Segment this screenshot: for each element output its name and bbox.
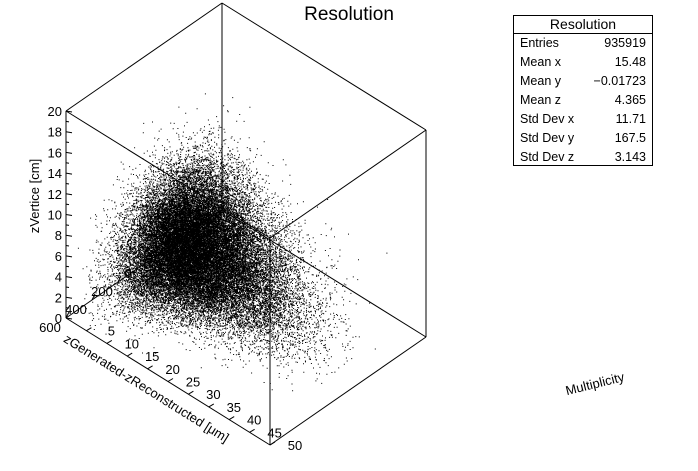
z-minor-tick [65, 307, 70, 309]
y-tick [117, 275, 122, 283]
y-tick [169, 239, 174, 247]
z-tick-label: 18 [48, 125, 62, 140]
y-tick-label: 600 [195, 212, 217, 227]
chart-title: Resolution [304, 4, 394, 25]
x-tick [188, 390, 194, 395]
z-minor-tick [65, 245, 70, 247]
z-minor-tick [65, 182, 70, 185]
z-tick [65, 131, 73, 134]
z-tick-label: 2 [55, 290, 62, 305]
z-tick [65, 151, 73, 154]
box-edge-top-left [65, 2, 223, 112]
box-edge-top-front [65, 110, 271, 239]
y-tick-label: 200 [91, 284, 113, 299]
x-tick-label: 30 [206, 387, 220, 402]
y-tick [143, 257, 148, 265]
stats-row-stddev-y: Std Dev y 167.5 [520, 131, 646, 145]
box-edge-top-right [269, 129, 427, 239]
x-tick [147, 365, 153, 370]
z-tick-label: 0 [55, 311, 62, 326]
z-minor-tick [65, 120, 70, 123]
box-edge-top-back [221, 2, 427, 131]
box-edge-back-bottom [221, 209, 427, 338]
stats-row-stddev-x: Std Dev x 11.71 [520, 112, 646, 126]
z-axis-label: zVertice [cm] [27, 159, 42, 233]
z-minor-tick [65, 265, 70, 268]
z-tick-label: 6 [55, 249, 62, 264]
y-tick [91, 293, 96, 301]
y-tick-label: 400 [65, 302, 87, 317]
frame-box [65, 2, 427, 446]
z-tick [65, 172, 73, 175]
x-axis-label: Multiplicity [564, 369, 626, 398]
y-tick [221, 203, 226, 211]
x-tick [167, 378, 174, 382]
x-tick-label: 40 [247, 413, 261, 428]
z-tick-label: 12 [48, 187, 62, 202]
y-tick [65, 311, 70, 319]
stats-title: Resolution [514, 16, 652, 34]
stats-row-mean-y: Mean y −0.01723 [520, 74, 646, 88]
x-tick-label: 35 [227, 400, 241, 415]
z-minor-tick [65, 162, 70, 164]
z-tick-label: 20 [48, 104, 62, 119]
z-tick [65, 317, 73, 320]
x-tick [228, 416, 235, 421]
z-tick [65, 296, 73, 299]
z-tick-label: 4 [55, 270, 62, 285]
y-tick [195, 221, 200, 229]
y-tick-label: 600 [39, 320, 61, 335]
x-tick-label: 15 [145, 349, 159, 364]
x-tick-label: 5 [108, 324, 115, 339]
data-points [77, 93, 388, 392]
x-tick [126, 352, 133, 357]
y-tick-label: 0 [124, 266, 131, 281]
z-minor-tick [65, 203, 70, 206]
stats-row-stddev-z: Std Dev z 3.143 [520, 150, 646, 164]
z-tick-label: 10 [48, 208, 62, 223]
stats-box: Resolution Entries 935919 Mean x 15.48 Mea… [513, 15, 653, 166]
scatter-points [77, 93, 388, 392]
z-tick-label: 16 [48, 145, 62, 160]
z-tick [65, 193, 73, 196]
x-tick-label: 45 [267, 425, 281, 440]
y-tick-label: 200 [143, 248, 165, 263]
stats-row-entries: Entries 935919 [520, 36, 646, 50]
x-tick [269, 441, 276, 446]
z-minor-tick [65, 224, 70, 226]
x-tick [106, 339, 113, 344]
z-tick [65, 276, 73, 279]
z-tick [65, 234, 73, 237]
z-tick [65, 110, 73, 113]
z-minor-tick [65, 286, 70, 288]
x-tick-label: 10 [125, 336, 139, 351]
x-tick-label: 25 [186, 375, 200, 390]
x-tick-label: 20 [165, 362, 179, 377]
x-tick [249, 428, 255, 433]
z-tick-label: 8 [55, 228, 62, 243]
stats-row-mean-x: Mean x 15.48 [520, 55, 646, 69]
z-tick-label: 14 [48, 166, 62, 181]
box-edge-right-bottom [269, 336, 427, 446]
z-minor-tick [65, 141, 70, 144]
stats-row-mean-z: Mean z 4.365 [520, 93, 646, 107]
y-tick-label: 400 [169, 230, 191, 245]
z-tick [65, 255, 73, 258]
x-tick-label: 50 [288, 438, 302, 453]
x-tick [208, 403, 215, 408]
x-tick [86, 327, 92, 332]
z-tick [65, 214, 73, 216]
